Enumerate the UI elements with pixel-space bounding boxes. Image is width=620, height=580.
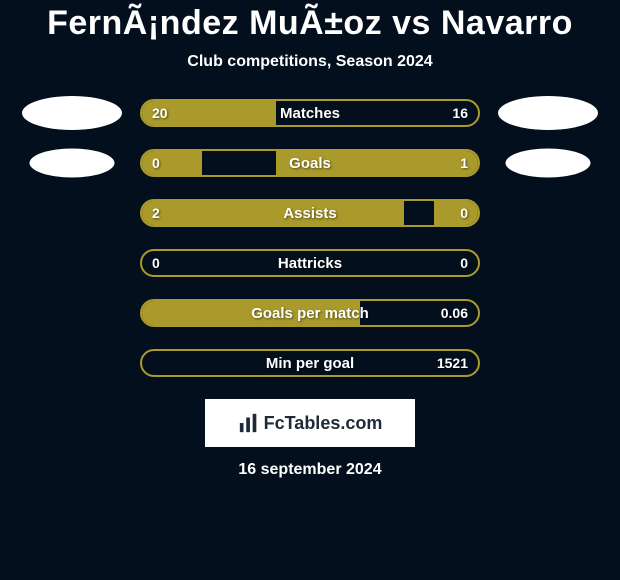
bar-fill-right	[434, 201, 478, 225]
stat-row: 0 0Hattricks	[0, 249, 620, 277]
bar-fill-right	[276, 151, 478, 175]
value-right: 0.06	[441, 301, 468, 325]
player-right-avatar	[498, 96, 598, 130]
stat-row: 2016Matches	[0, 99, 620, 127]
stat-rows-container: 2016Matches 01Goals 20Assists 0 0Hattricks 0.…	[0, 99, 620, 377]
stat-row: 0.06Goals per match	[0, 299, 620, 327]
stat-row: 20Assists	[0, 199, 620, 227]
bar-fill-left	[142, 201, 404, 225]
player-left-avatar	[22, 96, 122, 130]
logo-box[interactable]: FcTables.com	[205, 399, 415, 447]
bar-fill-left	[142, 151, 202, 175]
player-left-avatar	[30, 149, 115, 178]
stat-bar: 0 0Hattricks	[140, 249, 480, 277]
stat-bar: 1521Min per goal	[140, 349, 480, 377]
stat-bar: 0.06Goals per match	[140, 299, 480, 327]
page-title: FernÃ¡ndez MuÃ±oz vs Navarro	[0, 4, 620, 43]
logo-text: FcTables.com	[264, 413, 383, 434]
date-text: 16 september 2024	[0, 461, 620, 479]
bar-fill-left	[142, 101, 276, 125]
stat-bar: 01Goals	[140, 149, 480, 177]
stat-row: 1521Min per goal	[0, 349, 620, 377]
comparison-card: FernÃ¡ndez MuÃ±oz vs Navarro Club compet…	[0, 0, 620, 580]
bar-chart-icon	[238, 412, 260, 434]
value-left: 0	[152, 251, 160, 275]
bar-fill-left	[142, 301, 360, 325]
subtitle: Club competitions, Season 2024	[0, 53, 620, 71]
value-right: 16	[452, 101, 468, 125]
stat-bar: 2016Matches	[140, 99, 480, 127]
stat-label: Hattricks	[142, 251, 478, 275]
value-right: 0	[460, 251, 468, 275]
stat-label: Min per goal	[142, 351, 478, 375]
value-right: 1521	[437, 351, 468, 375]
player-right-avatar	[506, 149, 591, 178]
stat-row: 01Goals	[0, 149, 620, 177]
stat-bar: 20Assists	[140, 199, 480, 227]
